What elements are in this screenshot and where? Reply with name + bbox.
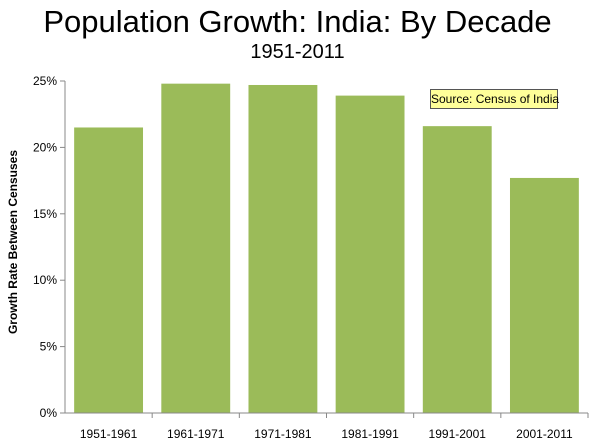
- bar: [335, 95, 405, 413]
- x-tick-label: 1951-1961: [80, 427, 138, 441]
- y-tick-label: 10%: [33, 273, 57, 287]
- source-annotation: Source: Census of India: [430, 89, 559, 109]
- y-tick-label: 5%: [40, 340, 58, 354]
- x-tick-label: 1991-2001: [429, 427, 487, 441]
- bar: [422, 126, 492, 413]
- y-tick-label: 0%: [40, 406, 58, 420]
- bar: [509, 177, 579, 413]
- bar: [248, 84, 318, 413]
- x-tick-label: 1961-1971: [167, 427, 225, 441]
- y-tick-label: 25%: [33, 74, 57, 88]
- bar: [74, 127, 144, 413]
- bar: [161, 83, 231, 413]
- chart-title: Population Growth: India: By Decade: [43, 4, 552, 39]
- x-tick-label: 1971-1981: [254, 427, 312, 441]
- x-tick-label: 2001-2011: [516, 427, 573, 441]
- y-tick-label: 20%: [33, 140, 57, 154]
- chart-subtitle: 1951-2011: [250, 41, 345, 63]
- y-tick-label: 15%: [33, 207, 57, 221]
- x-tick-label: 1981-1991: [341, 427, 399, 441]
